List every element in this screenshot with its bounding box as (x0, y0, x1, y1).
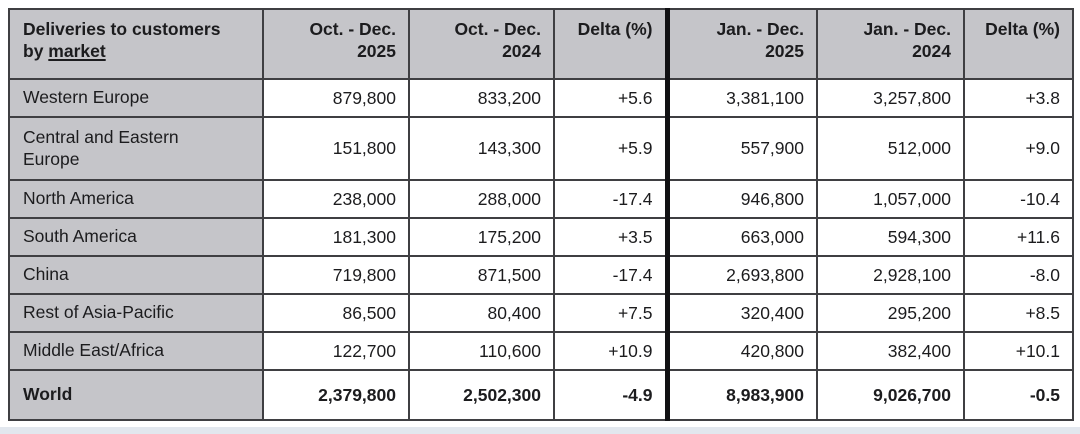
fy-2024-cell: 1,057,000 (816, 179, 965, 219)
q4-2024-cell: 143,300 (408, 116, 555, 181)
market-label: Central and Eastern Europe (23, 126, 179, 169)
header-q4-delta: Delta (%) (553, 8, 668, 80)
q4-delta-cell: +3.5 (553, 217, 668, 257)
q4-2025-cell: 181,300 (262, 217, 410, 257)
market-link[interactable]: market (48, 41, 106, 62)
header-q4-2024: Oct. - Dec. 2024 (408, 8, 555, 80)
q4-delta-cell: +5.9 (553, 116, 668, 181)
table-row-south-america: South America 181,300 175,200 +3.5 663,0… (8, 217, 1074, 257)
market-label: Western Europe (23, 87, 150, 108)
market-cell: North America (8, 179, 264, 219)
market-label: North America (23, 188, 134, 209)
q4-2025-cell: 2,379,800 (262, 369, 410, 421)
table-row-rest-of-asia-pacific: Rest of Asia-Pacific 86,500 80,400 +7.5 … (8, 293, 1074, 333)
fy-delta-cell: +11.6 (963, 217, 1074, 257)
fy-2024-cell: 512,000 (816, 116, 965, 181)
q4-delta-cell: -17.4 (553, 255, 668, 295)
deliveries-table: Deliveries to customers by market Oct. -… (8, 8, 1074, 421)
header-fy-2025-line2: 2025 (765, 41, 804, 62)
fy-delta-cell: +9.0 (963, 116, 1074, 181)
q4-2025-cell: 151,800 (262, 116, 410, 181)
q4-delta-cell: -17.4 (553, 179, 668, 219)
q4-delta-cell: +7.5 (553, 293, 668, 333)
fy-2025-cell: 3,381,100 (664, 78, 818, 118)
header-fy-2024-line1: Jan. - Dec. (863, 19, 951, 39)
market-cell: Western Europe (8, 78, 264, 118)
header-fy-2024: Jan. - Dec. 2024 (816, 8, 965, 80)
header-q4-2025: Oct. - Dec. 2025 (262, 8, 410, 80)
header-q4-2024-line2: 2024 (502, 41, 541, 62)
header-market: Deliveries to customers by market (8, 8, 264, 80)
q4-delta-cell: +10.9 (553, 331, 668, 371)
market-cell: South America (8, 217, 264, 257)
fy-2024-cell: 382,400 (816, 331, 965, 371)
header-fy-2025-line1: Jan. - Dec. (716, 19, 804, 39)
table-row-world-total: World 2,379,800 2,502,300 -4.9 8,983,900… (8, 369, 1074, 421)
fy-delta-cell: -8.0 (963, 255, 1074, 295)
table-row-china: China 719,800 871,500 -17.4 2,693,800 2,… (8, 255, 1074, 295)
q4-2025-cell: 238,000 (262, 179, 410, 219)
market-cell: Middle East/Africa (8, 331, 264, 371)
header-market-line1: Deliveries to customers (23, 19, 221, 39)
fy-delta-cell: +3.8 (963, 78, 1074, 118)
market-label: China (23, 264, 69, 285)
q4-delta-cell: -4.9 (553, 369, 668, 421)
header-row: Deliveries to customers by market Oct. -… (8, 8, 1074, 80)
q4-2024-cell: 175,200 (408, 217, 555, 257)
q4-2025-cell: 879,800 (262, 78, 410, 118)
header-fy-delta-label: Delta (%) (985, 19, 1060, 39)
q4-2024-cell: 871,500 (408, 255, 555, 295)
header-fy-2025: Jan. - Dec. 2025 (664, 8, 818, 80)
table-row-north-america: North America 238,000 288,000 -17.4 946,… (8, 179, 1074, 219)
table-row-central-eastern-europe: Central and Eastern Europe 151,800 143,3… (8, 116, 1074, 181)
table-row-western-europe: Western Europe 879,800 833,200 +5.6 3,38… (8, 78, 1074, 118)
q4-2024-cell: 288,000 (408, 179, 555, 219)
market-cell: World (8, 369, 264, 421)
fy-2024-cell: 594,300 (816, 217, 965, 257)
fy-2025-cell: 663,000 (664, 217, 818, 257)
fy-delta-cell: +10.1 (963, 331, 1074, 371)
fy-2025-cell: 320,400 (664, 293, 818, 333)
fy-2025-cell: 420,800 (664, 331, 818, 371)
q4-2024-cell: 80,400 (408, 293, 555, 333)
market-label: Middle East/Africa (23, 340, 165, 361)
fy-delta-cell: -10.4 (963, 179, 1074, 219)
q4-2024-cell: 2,502,300 (408, 369, 555, 421)
q4-delta-cell: +5.6 (553, 78, 668, 118)
market-cell: Rest of Asia-Pacific (8, 293, 264, 333)
header-q4-2025-line1: Oct. - Dec. (309, 19, 396, 39)
bottom-strip (0, 427, 1080, 434)
fy-delta-cell: -0.5 (963, 369, 1074, 421)
fy-2024-cell: 3,257,800 (816, 78, 965, 118)
fy-2025-cell: 8,983,900 (664, 369, 818, 421)
fy-2025-cell: 946,800 (664, 179, 818, 219)
header-market-line2: by market (23, 40, 250, 62)
header-q4-delta-label: Delta (%) (577, 19, 653, 39)
market-cell: China (8, 255, 264, 295)
market-label: Rest of Asia-Pacific (23, 302, 174, 323)
q4-2025-cell: 86,500 (262, 293, 410, 333)
fy-2024-cell: 295,200 (816, 293, 965, 333)
fy-2024-cell: 2,928,100 (816, 255, 965, 295)
market-label: World (23, 384, 73, 405)
fy-2025-cell: 557,900 (664, 116, 818, 181)
table-row-middle-east-africa: Middle East/Africa 122,700 110,600 +10.9… (8, 331, 1074, 371)
header-market-prefix: by (23, 41, 49, 62)
fy-delta-cell: +8.5 (963, 293, 1074, 333)
market-cell: Central and Eastern Europe (8, 116, 264, 181)
header-fy-delta: Delta (%) (963, 8, 1074, 80)
fy-2025-cell: 2,693,800 (664, 255, 818, 295)
q4-2024-cell: 833,200 (408, 78, 555, 118)
header-q4-2024-line1: Oct. - Dec. (454, 19, 541, 39)
header-fy-2024-line2: 2024 (912, 41, 951, 62)
fy-2024-cell: 9,026,700 (816, 369, 965, 421)
q4-2025-cell: 122,700 (262, 331, 410, 371)
q4-2024-cell: 110,600 (408, 331, 555, 371)
header-q4-2025-line2: 2025 (357, 41, 396, 62)
market-label: South America (23, 226, 137, 247)
q4-2025-cell: 719,800 (262, 255, 410, 295)
